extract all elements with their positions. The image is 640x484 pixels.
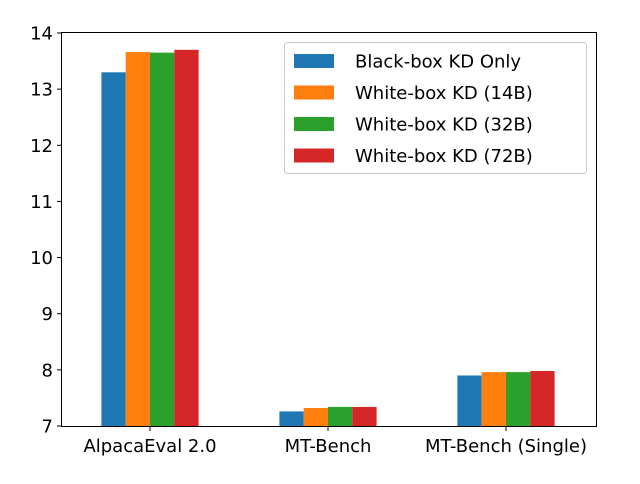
bar-1-3 — [457, 375, 482, 426]
legend: Black-box KD Only White-box KD (14B) White… — [284, 42, 587, 174]
bar-2-2 — [303, 408, 328, 426]
bar-2-1 — [125, 52, 150, 427]
x-tick-label: MT-Bench (Single) — [425, 436, 587, 457]
bar-1-2 — [279, 411, 304, 426]
legend-label-2: White-box KD (14B) — [355, 83, 533, 104]
y-axis: 7 8 9 10 11 12 13 14 — [30, 24, 62, 438]
bar-1-1 — [101, 72, 126, 427]
bar-4-1 — [174, 49, 199, 427]
y-tick-label: 9 — [42, 304, 53, 325]
y-tick-label: 11 — [30, 192, 53, 213]
legend-label-4: White-box KD (72B) — [355, 146, 533, 167]
bars-group — [101, 49, 555, 427]
bar-3-2 — [328, 406, 353, 426]
legend-label-1: Black-box KD Only — [355, 52, 521, 73]
y-tick-label: 10 — [30, 248, 53, 269]
x-axis: AlpacaEval 2.0 MT-Bench MT-Bench (Single) — [83, 426, 587, 457]
bar-3-3 — [506, 372, 531, 426]
bar-4-3 — [530, 370, 555, 426]
legend-swatch-2 — [294, 85, 334, 100]
y-tick-label: 14 — [30, 24, 53, 45]
legend-swatch-1 — [294, 54, 334, 68]
legend-swatch-3 — [294, 117, 334, 131]
bar-3-1 — [150, 52, 175, 427]
bar-2-3 — [481, 372, 506, 426]
legend-label-3: White-box KD (32B) — [355, 115, 533, 136]
legend-frame — [284, 42, 587, 174]
plot-frame — [61, 32, 597, 427]
x-tick-label: AlpacaEval 2.0 — [83, 436, 216, 457]
y-tick-label: 12 — [30, 136, 53, 157]
y-tick-label: 7 — [42, 417, 53, 438]
legend-swatch-4 — [294, 148, 334, 163]
bar-4-2 — [352, 406, 377, 426]
x-tick-label: MT-Bench — [285, 436, 372, 457]
y-tick-label: 13 — [30, 80, 53, 101]
y-tick-label: 8 — [42, 360, 53, 381]
